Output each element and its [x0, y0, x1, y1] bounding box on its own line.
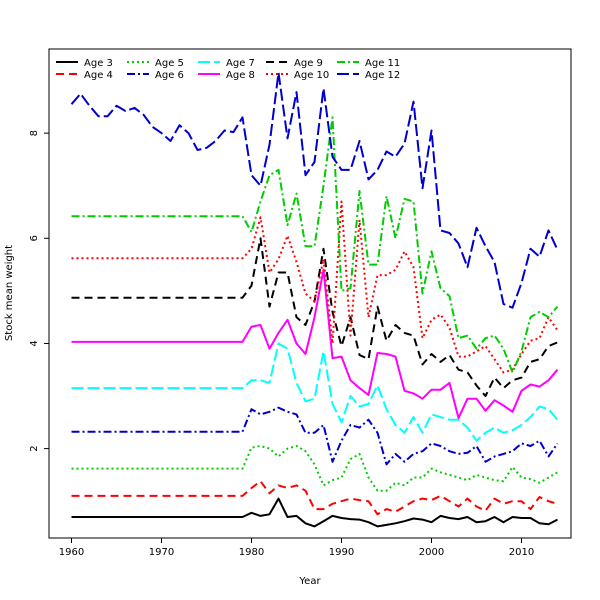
series-line-age-7 [71, 342, 559, 442]
legend-label: Age 7 [226, 58, 255, 69]
legend-label: Age 12 [365, 70, 400, 81]
series-line-age-8 [71, 268, 559, 420]
series-line-age-12 [70, 71, 559, 309]
legend-label: Age 9 [294, 58, 323, 69]
series-line-age-4 [71, 480, 558, 516]
series-line-age-10 [71, 200, 559, 374]
x-tick-label: 1990 [329, 547, 354, 558]
x-tick-label: 2000 [419, 547, 444, 558]
legend-label: Age 6 [155, 70, 184, 81]
x-axis: 1960 1970 1980 1990 2000 2010 [59, 538, 534, 558]
series-line-age-3 [71, 497, 558, 528]
legend-label: Age 10 [294, 70, 329, 81]
x-tick-label: 2010 [509, 547, 534, 558]
legend-label: Age 5 [155, 58, 184, 69]
x-tick-label: 1960 [59, 547, 84, 558]
series-layer [70, 71, 559, 528]
legend-label: Age 4 [84, 70, 113, 81]
x-tick-label: 1980 [239, 547, 264, 558]
legend-label: Age 3 [84, 58, 113, 69]
legend-label: Age 11 [365, 58, 400, 69]
plot-frame [48, 48, 572, 539]
series-line-age-5 [71, 445, 559, 492]
y-axis: 2 4 6 8 [29, 130, 49, 452]
y-tick-label: 4 [29, 340, 40, 346]
y-tick-label: 6 [29, 235, 40, 241]
y-axis-title: Stock mean weight [4, 245, 15, 341]
x-tick-label: 1970 [149, 547, 174, 558]
series-line-age-11 [71, 116, 559, 374]
y-tick-label: 2 [29, 445, 40, 451]
series-line-age-6 [71, 406, 559, 466]
y-tick-label: 8 [29, 130, 40, 136]
x-axis-title: Year [298, 576, 321, 587]
legend-label: Age 8 [226, 70, 255, 81]
